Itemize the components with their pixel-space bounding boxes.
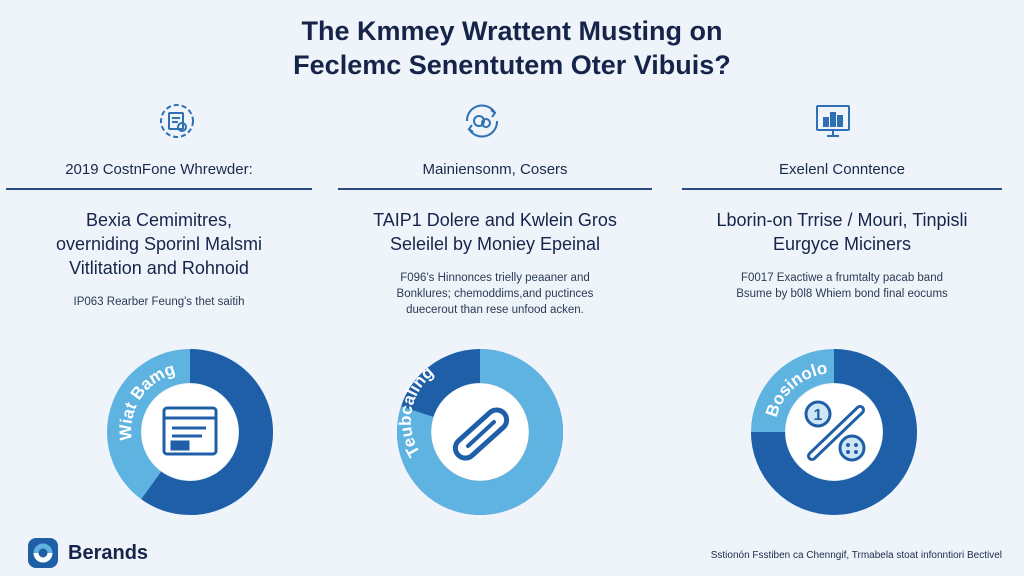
column-divider xyxy=(682,188,1002,190)
document-gear-icon xyxy=(154,98,200,144)
column-heading: 2019 CostnFone Whrewder: xyxy=(65,161,253,178)
donut-chart-1: Wiat Bamg xyxy=(106,348,274,516)
link-icon xyxy=(452,407,510,461)
document-icon xyxy=(162,406,218,456)
column-divider xyxy=(338,188,652,190)
desc-line: Bonklures; chemoddims,and puctinces xyxy=(396,288,594,300)
donut-chart-3: Bosinolo 1 xyxy=(750,348,918,516)
brand-logo: Berands xyxy=(26,536,148,570)
coins-cycle-icon xyxy=(459,98,505,144)
donut-arc xyxy=(397,349,563,515)
title-line-1: The Kmmey Wrattent Musting on xyxy=(301,16,723,46)
column-heading: Exelenl Conntence xyxy=(779,161,905,178)
main-line: Lborin-on Trrise / Mouri, Tinpisli xyxy=(716,210,968,230)
column-1: 2019 CostnFone Whrewder: Bexia Cemimitre… xyxy=(0,150,318,310)
donut-center xyxy=(432,384,528,480)
column-description: IP063 Rearber Feung's thet saitih xyxy=(0,294,318,310)
main-line: overniding Sporinl Malsmi xyxy=(55,234,263,254)
column-divider xyxy=(6,188,312,190)
percent-slash-icon: 1 xyxy=(804,400,866,462)
brand-logo-icon xyxy=(28,538,58,568)
main-line: Eurgyce Miciners xyxy=(772,234,912,254)
column-description: F096's Hinnonces trielly peaaner and Bon… xyxy=(332,270,658,318)
main-line: Vitlitation and Rohnoid xyxy=(69,258,249,278)
column-description: F0017 Exactiwe a frumtalty pacab band Bs… xyxy=(676,270,1008,302)
brand-name: Berands xyxy=(68,541,149,564)
column-3: Exelenl Conntence Lborin-on Trrise / Mou… xyxy=(676,150,1008,302)
donut-chart-2: Teubcaling xyxy=(396,348,564,516)
column-main-text: Bexia Cemimitres, overniding Sporinl Mal… xyxy=(0,208,318,280)
footer-text: Sstionón Fsstiben ca Chenngif, Trmabela … xyxy=(710,550,1002,561)
column-2: Mainiensonm, Cosers TAIP1 Dolere and Kwl… xyxy=(332,150,658,318)
donut-arc xyxy=(141,349,273,515)
donut-arc xyxy=(751,349,917,515)
desc-line: F0017 Exactiwe a frumtalty pacab band xyxy=(740,272,943,284)
column-main-text: TAIP1 Dolere and Kwlein Gros Seleilel by… xyxy=(332,208,658,256)
main-line: TAIP1 Dolere and Kwlein Gros xyxy=(373,210,617,230)
desc-line: F096's Hinnonces trielly peaaner and xyxy=(400,272,590,284)
column-heading: Mainiensonm, Cosers xyxy=(422,161,568,178)
title-line-2: Feclemc Senentutem Oter Vibuis? xyxy=(293,50,731,80)
desc-line: Bsume by b0l8 Whiem bond final eocums xyxy=(736,288,948,300)
monitor-chart-icon xyxy=(810,98,856,144)
column-main-text: Lborin-on Trrise / Mouri, Tinpisli Eurgy… xyxy=(676,208,1008,256)
main-line: Seleilel by Moniey Epeinal xyxy=(389,234,601,254)
donut-center xyxy=(142,384,238,480)
page-title: The Kmmey Wrattent Musting on Feclemc Se… xyxy=(0,14,1024,82)
desc-line: duecerout than rese unfood acken. xyxy=(406,304,584,316)
desc-line: IP063 Rearber Feung's thet saitih xyxy=(73,296,245,308)
svg-text:1: 1 xyxy=(814,407,823,424)
main-line: Bexia Cemimitres, xyxy=(85,210,233,230)
